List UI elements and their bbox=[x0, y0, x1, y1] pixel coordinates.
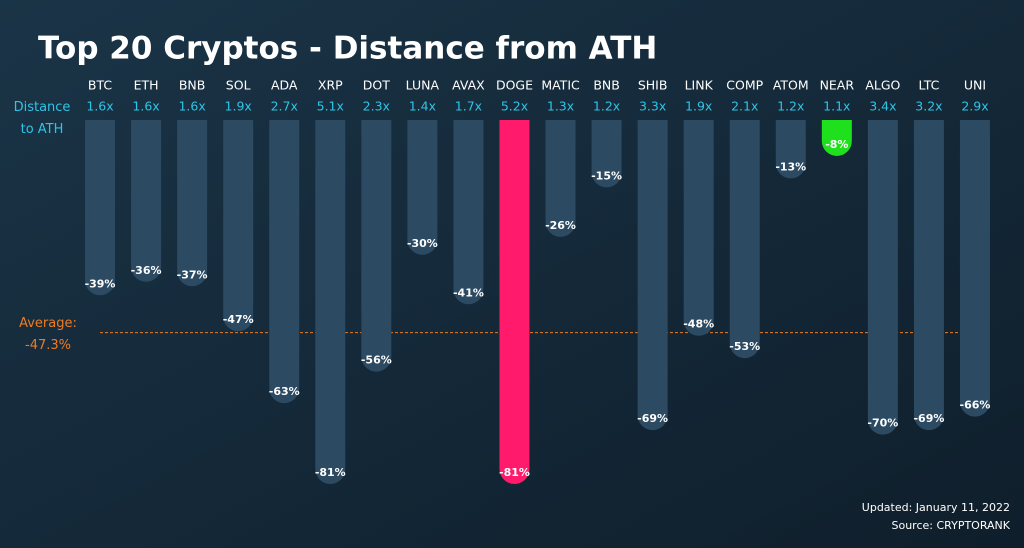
bar bbox=[683, 120, 714, 336]
value-label: -30% bbox=[407, 237, 438, 250]
category-label: DOGE bbox=[496, 78, 533, 93]
bar bbox=[959, 120, 990, 417]
bar bbox=[499, 120, 530, 484]
category-label: LINK bbox=[685, 78, 714, 93]
value-label: -36% bbox=[131, 264, 162, 277]
multiple-label: 1.3x bbox=[547, 99, 574, 114]
bar bbox=[453, 120, 484, 305]
multiple-label: 5.1x bbox=[317, 99, 344, 114]
value-label: -48% bbox=[683, 318, 714, 331]
multiple-label: 1.6x bbox=[178, 99, 205, 114]
multiple-label: 1.1x bbox=[823, 99, 850, 114]
value-label: -37% bbox=[177, 268, 208, 281]
value-label: -13% bbox=[775, 160, 806, 173]
multiple-label: 3.2x bbox=[915, 99, 942, 114]
category-label: LTC bbox=[918, 78, 939, 93]
category-label: COMP bbox=[726, 78, 763, 93]
category-label: ETH bbox=[134, 78, 159, 93]
updated-note: Updated: January 11, 2022 bbox=[862, 501, 1010, 514]
average-value: -47.3% bbox=[25, 338, 71, 353]
value-label: -69% bbox=[913, 412, 944, 425]
multiple-label: 1.6x bbox=[86, 99, 113, 114]
bar bbox=[131, 120, 162, 282]
value-label: -41% bbox=[453, 286, 484, 299]
average-label: Average: bbox=[19, 316, 77, 331]
category-label: BNB bbox=[179, 78, 206, 93]
category-label: BTC bbox=[88, 78, 112, 93]
bar bbox=[729, 120, 760, 359]
multiple-label: 3.4x bbox=[869, 99, 896, 114]
source-note: Source: CRYPTORANK bbox=[892, 519, 1011, 532]
multiple-label: 3.3x bbox=[639, 99, 666, 114]
category-label: BNB bbox=[593, 78, 620, 93]
category-label: ADA bbox=[271, 78, 298, 93]
multiple-label: 2.7x bbox=[271, 99, 298, 114]
multiple-label: Distance to ATH bbox=[13, 100, 71, 137]
category-label: ALGO bbox=[865, 78, 900, 93]
value-label: -81% bbox=[315, 466, 346, 479]
multiple-label: 1.4x bbox=[409, 99, 436, 114]
multiple-label: 1.7x bbox=[455, 99, 482, 114]
value-label: -56% bbox=[361, 354, 392, 367]
value-label: -81% bbox=[499, 466, 530, 479]
category-label: LUNA bbox=[406, 78, 440, 93]
value-label: -47% bbox=[223, 313, 254, 326]
category-label: NEAR bbox=[820, 78, 855, 93]
category-label: XRP bbox=[318, 78, 343, 93]
category-label: MATIC bbox=[541, 78, 580, 93]
bar bbox=[591, 120, 622, 188]
chart-title: Top 20 Cryptos - Distance from ATH bbox=[38, 31, 657, 67]
bar bbox=[637, 120, 668, 431]
bar bbox=[775, 120, 806, 179]
bar bbox=[821, 120, 852, 156]
category-label: SOL bbox=[226, 78, 251, 93]
category-label: AVAX bbox=[452, 78, 485, 93]
bar bbox=[315, 120, 346, 485]
multiple-label: 2.3x bbox=[363, 99, 390, 114]
bar bbox=[361, 120, 392, 372]
value-label: -53% bbox=[729, 340, 760, 353]
value-label: -66% bbox=[960, 399, 991, 412]
multiple-label: 1.9x bbox=[225, 99, 252, 114]
bar bbox=[85, 120, 116, 296]
value-label: -70% bbox=[867, 417, 898, 430]
multiple-label: 1.9x bbox=[685, 99, 712, 114]
bar bbox=[913, 120, 944, 431]
bar bbox=[407, 120, 438, 255]
category-label: ATOM bbox=[773, 78, 809, 93]
multiple-label-box: Distance to ATH bbox=[13, 100, 71, 137]
value-label: -26% bbox=[545, 219, 576, 232]
category-label: DOT bbox=[363, 78, 390, 93]
value-label: -69% bbox=[637, 412, 668, 425]
multiple-label: 2.9x bbox=[961, 99, 988, 114]
multiple-label: 2.1x bbox=[731, 99, 758, 114]
bar bbox=[545, 120, 576, 237]
multiple-label: 1.6x bbox=[132, 99, 159, 114]
bar bbox=[867, 120, 898, 435]
bar bbox=[269, 120, 300, 404]
category-label: SHIB bbox=[638, 78, 668, 93]
multiple-label: 5.2x bbox=[501, 99, 528, 114]
category-label: UNI bbox=[964, 78, 986, 93]
value-label: -39% bbox=[85, 277, 116, 290]
value-label: -8% bbox=[825, 138, 848, 151]
value-label: -15% bbox=[591, 169, 622, 182]
value-label: -63% bbox=[269, 385, 300, 398]
bar bbox=[177, 120, 208, 287]
bar bbox=[223, 120, 254, 332]
multiple-label: 1.2x bbox=[593, 99, 620, 114]
multiple-label: 1.2x bbox=[777, 99, 804, 114]
